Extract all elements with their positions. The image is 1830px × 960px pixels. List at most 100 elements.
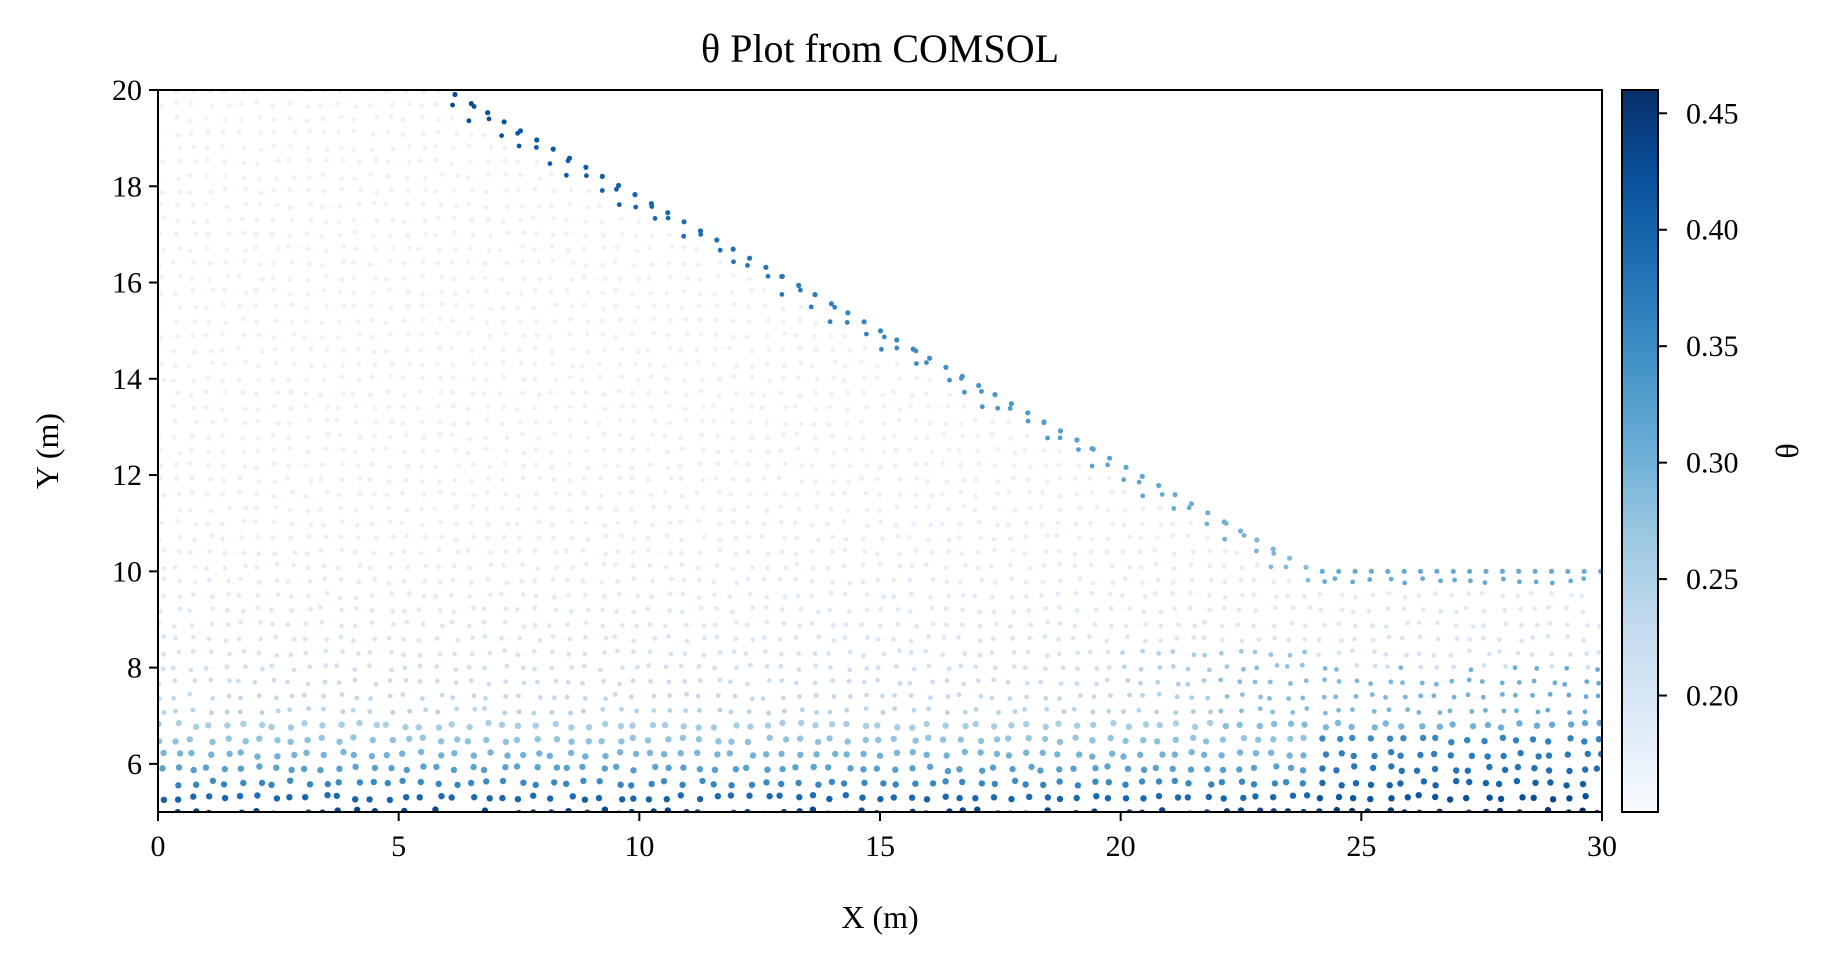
scatter-point [437,419,443,425]
scatter-point [684,332,690,337]
scatter-point [924,435,930,441]
scatter-point [415,724,422,731]
scatter-point [222,186,227,192]
scatter-point [1238,648,1244,654]
scatter-point [680,764,687,771]
scatter-point [336,219,342,225]
colorbar [1621,89,1659,813]
scatter-point [1207,607,1212,613]
scatter-point [242,258,248,264]
scatter-point [1089,737,1096,744]
scatter-point [241,160,247,166]
scatter-point [273,318,279,324]
y-axis-label: Y (m) [29,413,65,489]
scatter-point [174,114,180,120]
scatter-point [1484,753,1491,760]
scatter-point [877,492,882,498]
scatter-point [629,694,634,700]
scatter-point [189,490,195,496]
scatter-point [450,389,456,395]
scatter-point [243,248,248,254]
scatter-point [400,421,406,427]
scatter-point [646,390,652,396]
scatter-point [422,187,428,193]
scatter-point [1434,568,1440,574]
scatter-point [237,475,243,481]
scatter-point [1316,652,1321,658]
scatter-point [285,622,291,627]
scatter-point [1190,709,1196,714]
scatter-point [1125,678,1131,683]
scatter-point [1202,652,1207,658]
scatter-point [275,421,281,426]
scatter-point [256,332,262,338]
scatter-point [357,159,362,164]
scatter-point [288,594,294,599]
scatter-point [258,779,266,787]
scatter-point [946,549,952,554]
scatter-point [979,577,985,583]
scatter-point [208,348,214,354]
scatter-point [1057,475,1062,481]
scatter-point [241,176,247,181]
scatter-point [1056,738,1064,746]
scatter-point [1154,738,1161,745]
scatter-point [406,143,412,149]
scatter-point [845,389,851,395]
scatter-point [1434,681,1439,687]
scatter-point [1545,738,1552,745]
scatter-point [1545,752,1553,759]
scatter-point [874,375,880,381]
scatter-point [696,766,704,773]
scatter-point [159,104,165,109]
scatter-point [1089,536,1095,542]
scatter-point [881,651,887,657]
scatter-point [434,330,440,336]
scatter-point [304,736,311,744]
scatter-point [798,606,804,612]
scatter-point [1237,679,1243,685]
scatter-point [434,157,439,163]
scatter-point [1387,749,1395,756]
scatter-point [401,260,407,266]
scatter-point [713,317,719,323]
scatter-point [1123,464,1129,470]
scatter-point [550,232,556,238]
scatter-point [486,158,492,164]
scatter-point [161,566,167,572]
scatter-point [305,565,311,571]
scatter-point [416,607,422,612]
scatter-point [1201,635,1207,641]
scatter-point [254,100,259,105]
scatter-point [286,446,292,452]
scatter-point [437,738,445,745]
scatter-point [581,796,589,803]
scatter-point [1463,794,1470,802]
scatter-point [420,259,426,265]
scatter-point [532,247,537,253]
scatter-point [1142,638,1148,644]
scatter-point [271,116,277,122]
scatter-point [962,389,967,395]
scatter-point [318,547,324,553]
scatter-point [451,491,456,496]
scatter-point [662,489,668,495]
scatter-point [1585,664,1591,670]
scatter-point [515,809,522,812]
scatter-point [161,634,167,639]
scatter-point [1074,681,1080,686]
scatter-point [713,475,719,481]
scatter-point [535,566,541,572]
scatter-point [350,707,356,713]
scatter-point [1322,677,1327,683]
scatter-point [843,622,849,628]
scatter-point [911,707,917,713]
scatter-point [1499,568,1505,574]
scatter-point [826,651,831,656]
scatter-point [679,734,687,742]
scatter-point [1185,681,1191,687]
scatter-point [913,492,919,498]
scatter-point [455,637,461,643]
scatter-point [243,290,249,296]
colorbar-tick-label: 0.45 [1686,97,1739,130]
